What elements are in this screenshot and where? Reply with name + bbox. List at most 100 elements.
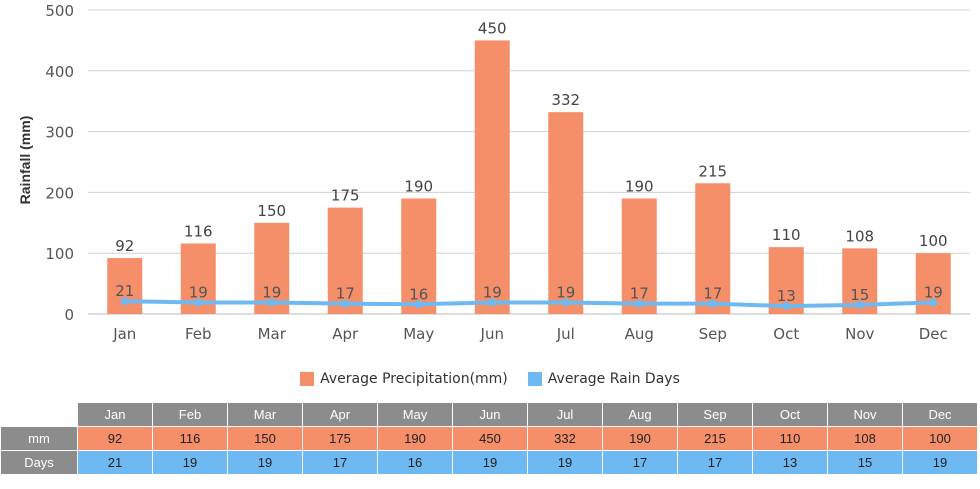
table-cell-mm: 116: [153, 427, 227, 450]
y-tick-label: 500: [45, 2, 74, 20]
bar-value-label: 190: [625, 177, 654, 195]
bar-value-label: 190: [404, 177, 433, 195]
table-header-cell: Oct: [753, 403, 827, 426]
table-header-cell: Jul: [528, 403, 602, 426]
rain-days-point: [267, 298, 276, 307]
bar-value-label: 100: [919, 232, 948, 250]
table-row-mm: mm 92 116 150 175 190 450 332 190 215 110 108 100: [1, 427, 977, 450]
table-cell-mm: 215: [678, 427, 752, 450]
legend-label-precipitation: Average Precipitation(mm): [320, 371, 508, 387]
row-label-mm: mm: [1, 427, 77, 450]
table-corner: [1, 403, 77, 426]
bar-value-label: 116: [184, 222, 213, 240]
rain-days-point: [120, 297, 129, 306]
legend-item-precipitation[interactable]: Average Precipitation(mm): [300, 371, 508, 387]
table-row-days: Days 21 19 19 17 16 19 19 17 17 13 15 19: [1, 451, 977, 474]
table-cell-days: 19: [228, 451, 302, 474]
table-header-cell: Dec: [903, 403, 977, 426]
y-axis-label: Rainfall (mm): [17, 116, 33, 205]
row-label-days: Days: [1, 451, 77, 474]
rain-days-point: [341, 299, 350, 308]
bar-value-label: 332: [551, 91, 580, 109]
table-cell-mm: 190: [603, 427, 677, 450]
precipitation-bar: [548, 112, 584, 314]
x-tick-label: Sep: [699, 325, 727, 343]
rain-days-value-label: 13: [777, 287, 796, 305]
rain-days-point: [782, 302, 791, 311]
y-tick-label: 300: [45, 124, 74, 142]
rain-days-value-label: 16: [409, 285, 428, 303]
x-tick-label: Aug: [625, 325, 654, 343]
rain-days-point: [635, 299, 644, 308]
rain-days-point: [929, 298, 938, 307]
table-cell-mm: 150: [228, 427, 302, 450]
rain-days-point: [708, 299, 717, 308]
table-cell-days: 19: [453, 451, 527, 474]
rain-days-point: [561, 298, 570, 307]
table-header-cell: Mar: [228, 403, 302, 426]
y-tick-label: 400: [45, 63, 74, 81]
rain-days-value-label: 17: [703, 285, 722, 303]
table-cell-days: 16: [378, 451, 452, 474]
rain-days-series-line: [124, 299, 934, 309]
table-cell-mm: 100: [903, 427, 977, 450]
rain-days-value-label: 17: [336, 285, 355, 303]
table-cell-mm: 110: [753, 427, 827, 450]
x-tick-label: Jun: [480, 325, 504, 343]
bar-value-label: 175: [331, 187, 360, 205]
x-tick-label: Dec: [919, 325, 948, 343]
rain-days-point: [414, 300, 423, 309]
rain-days-point: [488, 298, 497, 307]
x-tick-label: Nov: [845, 325, 874, 343]
bar-value-label: 150: [257, 202, 286, 220]
rain-days-point: [194, 298, 203, 307]
table-cell-mm: 108: [828, 427, 902, 450]
precipitation-bar: [621, 198, 657, 314]
precipitation-bar: [474, 40, 510, 315]
precipitation-bars: 92 116 150 175 190 450 332 190 215 110 108 100: [107, 19, 951, 315]
table-cell-days: 17: [678, 451, 752, 474]
rain-days-value-label: 19: [924, 283, 943, 301]
table-cell-days: 19: [903, 451, 977, 474]
legend-swatch-rain-days: [527, 372, 542, 386]
rain-days-value-label: 19: [483, 283, 502, 301]
y-tick-label: 0: [64, 306, 74, 324]
table-header-row: Jan Feb Mar Apr May Jun Jul Aug Sep Oct Nov Dec: [1, 403, 977, 426]
y-axis-ticks: 0 100 200 300 400 500: [45, 2, 74, 324]
x-tick-label: Jul: [556, 325, 575, 343]
table-cell-mm: 92: [78, 427, 152, 450]
x-tick-label: Apr: [332, 325, 359, 343]
rain-days-value-label: 17: [630, 285, 649, 303]
x-tick-label: Oct: [773, 325, 799, 343]
table-cell-mm: 450: [453, 427, 527, 450]
table-header-cell: Jan: [78, 403, 152, 426]
table-cell-mm: 175: [303, 427, 377, 450]
table-header-cell: Apr: [303, 403, 377, 426]
rain-days-line: 21 19 19 17 16 19 19 17 17 13 15 19: [115, 282, 943, 311]
rain-days-value-label: 21: [115, 282, 134, 300]
table-cell-days: 21: [78, 451, 152, 474]
y-tick-label: 200: [45, 184, 74, 202]
table-cell-mm: 332: [528, 427, 602, 450]
bar-value-label: 215: [698, 162, 727, 180]
legend: Average Precipitation(mm) Average Rain D…: [0, 369, 980, 389]
legend-item-rain-days[interactable]: Average Rain Days: [527, 371, 680, 387]
rain-days-value-label: 19: [189, 283, 208, 301]
table-header-cell: Jun: [453, 403, 527, 426]
table-cell-mm: 190: [378, 427, 452, 450]
bar-value-label: 92: [115, 237, 134, 255]
x-tick-label: May: [403, 325, 434, 343]
rain-days-value-label: 19: [262, 283, 281, 301]
table-header-cell: Feb: [153, 403, 227, 426]
precipitation-bar: [327, 207, 363, 314]
precipitation-bar: [695, 183, 731, 314]
table-cell-days: 13: [753, 451, 827, 474]
legend-label-rain-days: Average Rain Days: [547, 371, 680, 387]
y-tick-label: 100: [45, 245, 74, 263]
x-tick-label: Feb: [185, 325, 212, 343]
table-cell-days: 19: [153, 451, 227, 474]
gridlines: [88, 9, 970, 315]
table-header-cell: Sep: [678, 403, 752, 426]
table-header-cell: Nov: [828, 403, 902, 426]
table-cell-days: 19: [528, 451, 602, 474]
